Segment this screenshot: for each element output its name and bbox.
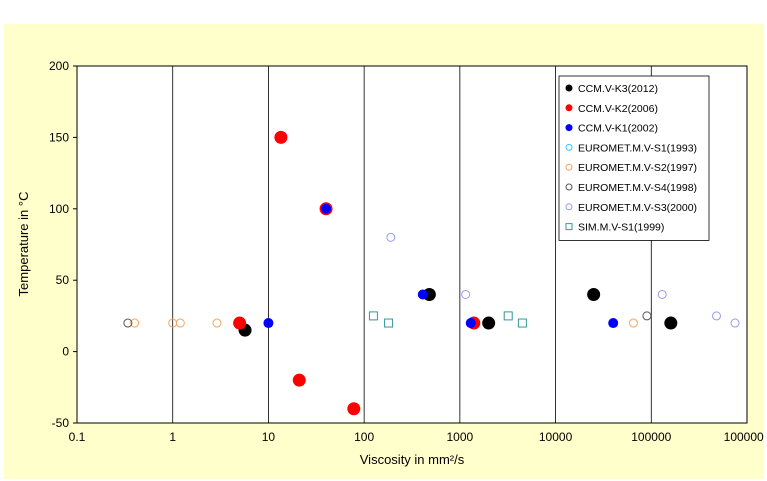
y-tick-label: 150 [49,130,69,144]
legend-marker [565,203,573,211]
data-point [123,318,133,328]
legend-marker [565,223,573,231]
data-point [642,311,652,321]
data-point [482,316,496,330]
data-point [657,289,667,299]
data-point [384,318,394,328]
data-point [321,203,332,214]
y-tick-label: 50 [56,273,70,287]
data-point [587,287,601,301]
legend: CCM.V-K3(2012) CCM.V-K2(2006) CCM.V-K1(200… [558,75,710,241]
x-tick-label: 100 [354,430,374,444]
gridlines [172,66,652,423]
data-point [292,373,306,387]
data-point [417,289,428,300]
x-tick-labels: 0.1 1 10 100 1000 10000 100000 1000000 [69,430,764,444]
x-axis-label: Viscosity in mm²/s [360,452,465,467]
y-tick-labels: -50 0 50 100 150 200 [49,59,77,430]
legend-entry: EUROMET.M.V-S4(1998) [565,182,697,194]
data-point [386,232,396,242]
legend-entry: SIM.M.V-S1(1999) [565,222,664,234]
chart-area: 0.1 1 10 100 1000 10000 100000 1000000 -50 0 50 10… [4,24,764,479]
data-point [517,318,527,328]
legend-label: EUROMET.M.V-S1(1993) [578,142,697,154]
legend-label: CCM.V-K1(2002) [578,123,658,135]
data-points [123,130,740,416]
legend-marker [565,183,573,191]
legend-label: EUROMET.M.V-S4(1998) [578,182,697,194]
series-4 [130,318,638,328]
legend-label: CCM.V-K2(2006) [578,103,658,115]
data-point [130,318,140,328]
x-tick-label: 1000 [447,430,474,444]
legend-entry: EUROMET.M.V-S3(2000) [565,202,697,214]
series-5 [123,311,652,328]
y-tick-label: 100 [49,202,69,216]
legend-label: EUROMET.M.V-S3(2000) [578,202,697,214]
x-tick-label: 10000 [539,430,573,444]
data-point [274,130,288,144]
legend-label: SIM.M.V-S1(1999) [578,222,664,234]
data-point [465,318,476,329]
legend-entry: EUROMET.M.V-S1(1993) [565,142,697,154]
y-tick-label: 0 [62,345,69,359]
y-axis-label: Temperature in °C [16,192,31,297]
legend-label: EUROMET.M.V-S2(1997) [578,162,697,174]
data-point [233,316,247,330]
legend-label: CCM.V-K3(2012) [578,83,658,95]
legend-entry: CCM.V-K1(2002) [565,123,658,135]
y-tick-label: 200 [49,59,69,73]
data-point [503,311,513,321]
legend-entry: CCM.V-K2(2006) [565,103,658,115]
data-point [368,311,378,321]
x-tick-label: 0.1 [69,430,86,444]
x-tick-label: 10 [262,430,276,444]
data-point [263,318,274,329]
data-point [730,318,740,328]
legend-entry: EUROMET.M.V-S2(1997) [565,162,697,174]
data-point [664,316,678,330]
x-tick-label: 1000000 [724,430,764,444]
data-point [461,289,471,299]
series-0 [238,287,678,337]
legend-marker [565,143,573,151]
data-point [628,318,638,328]
x-tick-label: 100000 [631,430,671,444]
series-7 [368,311,527,328]
data-point [212,318,222,328]
legend-marker [565,84,573,92]
legend-entry: CCM.V-K3(2012) [565,83,658,95]
legend-marker [565,163,573,171]
legend-marker [565,104,573,112]
series-6 [386,232,740,328]
scatter-chart: 0.1 1 10 100 1000 10000 100000 1000000 -50 0 50 10… [16,59,764,467]
y-tick-label: -50 [52,416,70,430]
data-point [608,318,619,329]
legend-marker [565,124,573,132]
data-point [175,318,185,328]
x-tick-label: 1 [169,430,176,444]
data-point [711,311,721,321]
legend-box [558,75,710,241]
data-point [347,402,361,416]
series-2 [263,203,619,329]
